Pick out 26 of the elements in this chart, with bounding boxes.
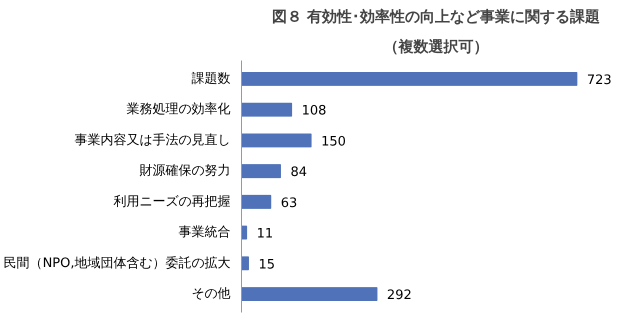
data-label: 108 [302, 104, 326, 119]
chart-subtitle: （複数選択可） [384, 38, 488, 56]
data-label: 15 [258, 257, 276, 272]
bar [242, 102, 292, 117]
bar [242, 194, 272, 209]
data-label: 84 [290, 165, 308, 180]
data-label: 63 [280, 196, 298, 211]
y-tick-label: 利用ニーズの再把握 [114, 194, 230, 210]
data-label: 292 [386, 288, 412, 304]
y-tick-label: 民間（NPO,地域団体含む）委託の拡大 [4, 256, 231, 271]
bar [242, 287, 378, 302]
data-label: 150 [321, 134, 346, 150]
y-tick-label: 事業統合 [178, 225, 230, 240]
data-label: 11 [256, 226, 274, 242]
chart-title: 図８ 有効性･効率性の向上など事業に関する課題 [272, 8, 600, 26]
bar [242, 226, 248, 240]
y-tick-label: その他 [192, 286, 230, 302]
bar [242, 133, 312, 148]
y-tick-label: 課題数 [192, 71, 230, 86]
data-label: 723 [586, 72, 612, 88]
y-tick-label: 事業内容又は手法の見直し [74, 132, 230, 148]
bar [242, 256, 249, 270]
bar [242, 72, 578, 86]
bar [242, 164, 281, 178]
y-tick-label: 業務処理の効率化 [126, 101, 230, 118]
y-tick-label: 財源確保の努力 [140, 164, 230, 179]
